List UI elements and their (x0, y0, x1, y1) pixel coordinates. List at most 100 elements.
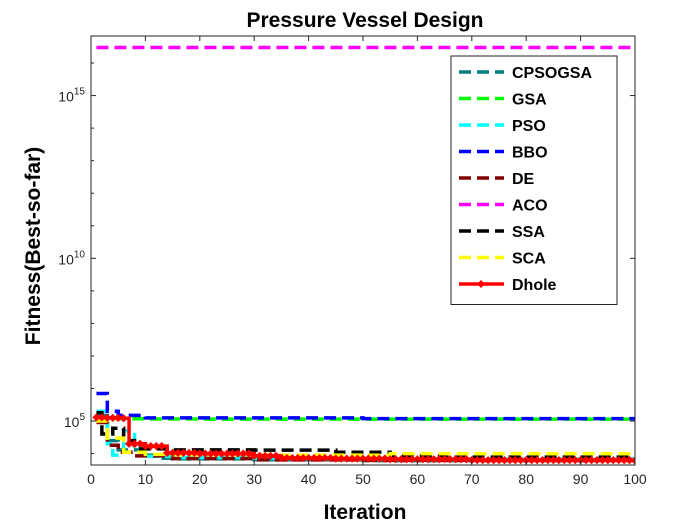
series-point-dhole (320, 453, 330, 463)
series-point-dhole (380, 454, 389, 463)
series-point-dhole (609, 456, 618, 465)
series-point-dhole (549, 456, 558, 465)
series-point-dhole (293, 453, 302, 463)
legend-label-dhole: Dhole (512, 277, 557, 294)
series-point-dhole (532, 456, 542, 465)
series-point-dhole (369, 454, 378, 463)
series-point-dhole (440, 455, 449, 464)
x-tick-label: 100 (623, 471, 647, 487)
series-point-dhole (217, 449, 226, 458)
chart-title: Pressure Vessel Design (247, 9, 484, 32)
x-axis-label: Iteration (324, 501, 407, 524)
series-point-dhole (581, 456, 591, 465)
series-point-dhole (500, 456, 509, 465)
series-point-dhole (560, 456, 569, 465)
series-point-dhole (179, 448, 188, 458)
series-point-dhole (353, 454, 362, 463)
series-point-dhole (598, 456, 607, 465)
series-point-dhole (315, 453, 324, 463)
series-point-dhole (396, 455, 406, 464)
series-point-dhole (173, 448, 183, 458)
series-point-dhole (435, 455, 444, 464)
series-point-dhole (141, 441, 150, 451)
series-point-dhole (402, 455, 411, 464)
series-line-bbo (96, 391, 635, 421)
series-point-dhole (418, 455, 427, 464)
legend-marker-dhole (477, 280, 485, 288)
x-tick-label: 0 (87, 471, 95, 487)
series-point-dhole (92, 413, 101, 422)
series-point-dhole (222, 449, 232, 458)
y-tick-label: 1015 (58, 87, 85, 105)
series-point-dhole (445, 455, 455, 464)
series-point-dhole (201, 449, 210, 458)
series-point-dhole (108, 413, 117, 423)
series-point-dhole (451, 455, 460, 464)
series-layer (92, 45, 635, 465)
series-point-dhole (331, 454, 340, 463)
series-point-dhole (195, 449, 204, 458)
series-point-dhole (484, 456, 493, 465)
series-point-dhole (625, 456, 634, 465)
series-point-dhole (190, 448, 199, 458)
series-point-dhole (119, 414, 128, 423)
series-point-dhole (277, 453, 286, 463)
x-tick-label: 10 (138, 471, 154, 487)
series-point-dhole (386, 455, 395, 464)
x-tick-label: 50 (355, 471, 371, 487)
series-point-dhole (407, 455, 417, 464)
y-tick-label: 1010 (58, 249, 85, 267)
y-axis-label: Fitness(Best-so-far) (22, 147, 45, 345)
series-point-dhole (424, 455, 433, 464)
series-point-dhole (516, 456, 525, 465)
series-point-dhole (554, 456, 563, 465)
series-point-dhole (587, 456, 596, 465)
legend-label-bbo: BBO (512, 145, 548, 162)
series-point-dhole (478, 456, 487, 465)
series-point-dhole (184, 448, 194, 458)
series-point-dhole (538, 456, 547, 465)
series-point-dhole (571, 456, 580, 465)
ticks-layer: 0 10 20 30 40 50 60 70 80 90 100 105 1010 1015 (58, 36, 647, 487)
series-point-dhole (299, 453, 308, 463)
series-point-dhole (124, 439, 134, 448)
series-point-dhole (375, 454, 384, 463)
legend-label-aco: ACO (512, 198, 548, 215)
series-point-dhole (206, 449, 215, 458)
series-point-dhole (391, 455, 400, 464)
x-tick-label: 30 (246, 471, 262, 487)
legend-label-ssa: SSA (512, 224, 545, 241)
legend-label-sca: SCA (512, 251, 546, 268)
series-point-dhole (255, 451, 264, 461)
series-point-dhole (342, 454, 351, 463)
series-point-dhole (103, 413, 112, 423)
series-point-dhole (146, 441, 155, 451)
series-point-dhole (326, 453, 335, 463)
series-point-dhole (614, 456, 623, 465)
series-point-dhole (494, 456, 504, 465)
series-point-dhole (233, 449, 242, 458)
series-point-dhole (157, 441, 166, 451)
series-point-dhole (152, 441, 161, 451)
series-point-dhole (364, 454, 373, 463)
series-point-dhole (337, 454, 346, 463)
legend-label-de: DE (512, 171, 535, 188)
series-point-dhole (239, 449, 248, 458)
legend-label-pso: PSO (512, 118, 546, 135)
series-point-dhole (282, 453, 291, 463)
series-point-dhole (565, 456, 574, 465)
series-point-dhole (97, 413, 106, 422)
x-tick-label: 80 (518, 471, 534, 487)
series-point-dhole (620, 456, 629, 465)
series-point-dhole (462, 455, 471, 464)
x-tick-label: 70 (464, 471, 480, 487)
series-point-dhole (288, 453, 297, 463)
series-point-dhole (348, 454, 357, 463)
series-point-dhole (168, 448, 177, 458)
series-point-dhole (163, 448, 172, 458)
series-point-dhole (114, 413, 123, 423)
series-point-dhole (505, 456, 514, 465)
series-point-dhole (212, 449, 221, 458)
series-point-dhole (228, 449, 237, 458)
